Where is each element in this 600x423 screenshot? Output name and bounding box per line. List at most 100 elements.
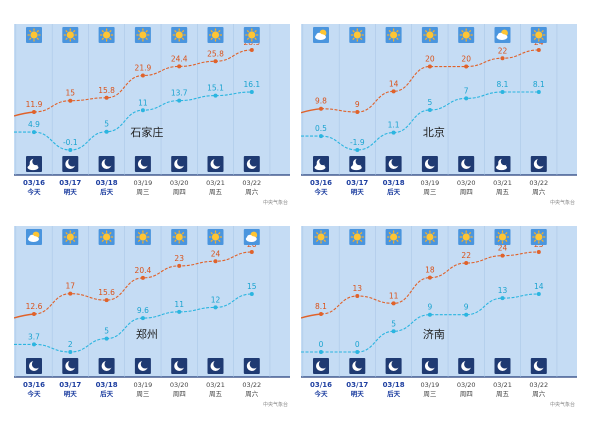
low-temp-point — [213, 93, 218, 98]
high-temp-point — [464, 64, 469, 69]
clear-night-icon — [458, 358, 475, 374]
high-temp-point — [391, 89, 396, 94]
low-temp-label: 15.1 — [207, 84, 224, 93]
low-temp-label: 13.7 — [171, 89, 188, 98]
high-temp-point — [464, 261, 469, 266]
high-temp-label: 25.8 — [207, 49, 224, 58]
forecast-panel-beijing: 9.8914202022240.5-1.91.1578.18.1北京03/160… — [301, 24, 577, 208]
high-temp-point — [68, 291, 73, 296]
high-temp-point — [427, 64, 432, 69]
weekday-label: 后天 — [100, 187, 114, 196]
sunny-icon — [421, 27, 438, 43]
date-label: 03/21 — [493, 381, 512, 389]
high-temp-point — [177, 263, 182, 268]
low-temp-point — [464, 312, 469, 317]
low-temp-point — [427, 107, 432, 112]
weekday-label: 周四 — [173, 390, 186, 398]
high-temp-label: 21.9 — [135, 64, 152, 73]
date-label: 03/16 — [310, 381, 332, 389]
plot-background — [14, 24, 290, 175]
date-label: 03/18 — [383, 381, 405, 389]
sunny-icon — [313, 229, 329, 245]
high-temp-label: 18 — [425, 266, 435, 275]
weekday-label: 周五 — [209, 390, 223, 398]
high-temp-label: 15 — [66, 89, 76, 98]
cloudy-night-icon — [26, 156, 42, 172]
weekday-label: 周四 — [460, 188, 473, 196]
weekday-label: 周三 — [423, 390, 437, 398]
high-temp-point — [104, 95, 109, 100]
high-temp-point — [536, 48, 541, 52]
date-label: 03/19 — [421, 179, 440, 187]
high-temp-point — [319, 312, 323, 316]
sunny-icon — [458, 27, 475, 43]
sunny-icon — [385, 229, 402, 245]
chart-svg: 8.1131118222425005991314济南03/1603/1703/1… — [301, 226, 577, 408]
low-temp-label: 8.1 — [533, 80, 545, 89]
low-temp-label: 2 — [68, 340, 73, 349]
low-temp-point — [140, 316, 145, 321]
low-temp-point — [177, 309, 182, 314]
forecast-panel-jinan: 8.1131118222425005991314济南03/1603/1703/1… — [301, 226, 577, 410]
forecast-panel-zhengzhou: 12.61715.620.42324263.7259.6111215郑州03/1… — [14, 226, 290, 410]
date-label: 03/22 — [242, 179, 261, 187]
low-temp-label: -0.1 — [63, 138, 78, 147]
low-temp-point — [536, 292, 541, 296]
low-temp-point — [177, 98, 182, 103]
date-label: 03/20 — [170, 381, 189, 389]
high-temp-label: 23 — [174, 254, 184, 263]
low-temp-label: 8.1 — [497, 80, 509, 89]
high-temp-label: 13 — [353, 284, 363, 293]
weekday-label: 周六 — [532, 187, 546, 196]
date-label: 03/17 — [346, 179, 368, 187]
sunny-icon — [530, 229, 547, 245]
low-temp-point — [104, 336, 109, 341]
sunny-icon — [171, 229, 188, 245]
clear-night-icon — [530, 156, 547, 172]
high-temp-point — [177, 64, 182, 69]
clear-night-icon — [134, 358, 151, 374]
clear-night-icon — [421, 156, 438, 172]
low-temp-point — [500, 90, 505, 94]
date-label: 03/16 — [23, 179, 45, 187]
low-temp-label: 9 — [428, 303, 433, 312]
cloudy-night-icon — [349, 156, 366, 172]
clear-night-icon — [385, 358, 402, 374]
high-temp-label: 24 — [498, 244, 508, 253]
sunny-icon — [530, 27, 547, 43]
clear-night-icon — [530, 358, 547, 374]
date-label: 03/16 — [23, 381, 45, 389]
clear-night-icon — [207, 358, 224, 374]
weekday-label: 今天 — [315, 389, 329, 398]
high-temp-point — [319, 106, 323, 111]
date-label: 03/20 — [457, 179, 476, 187]
weekday-label: 明天 — [351, 389, 365, 398]
high-temp-point — [355, 110, 360, 114]
high-temp-point — [213, 59, 218, 64]
sunny-icon — [349, 27, 366, 43]
partly-cloudy-icon — [26, 229, 42, 245]
sunny-icon — [26, 27, 42, 43]
weekday-label: 明天 — [64, 187, 78, 196]
high-temp-point — [500, 56, 505, 61]
date-label: 03/19 — [134, 381, 153, 389]
low-temp-label: 0 — [319, 340, 324, 349]
clear-night-icon — [458, 156, 475, 172]
partly-cloudy-icon — [243, 229, 260, 245]
partly-cloudy-icon — [494, 27, 511, 43]
high-temp-point — [32, 110, 36, 114]
chart-svg: 11.91515.821.924.425.828.94.9-0.151113.7… — [14, 24, 290, 206]
date-label: 03/20 — [170, 179, 189, 187]
sunny-icon — [385, 27, 402, 43]
low-temp-label: 5 — [104, 327, 109, 336]
high-temp-point — [140, 275, 145, 280]
high-temp-label: 12.6 — [26, 302, 43, 311]
sunny-icon — [421, 229, 438, 245]
date-label: 03/19 — [134, 179, 153, 187]
low-temp-point — [249, 90, 254, 94]
low-temp-point — [319, 134, 323, 139]
low-temp-point — [355, 148, 360, 152]
source-label: 中央气象台 — [550, 199, 575, 206]
date-label: 03/22 — [529, 381, 548, 389]
clear-night-icon — [171, 358, 188, 374]
